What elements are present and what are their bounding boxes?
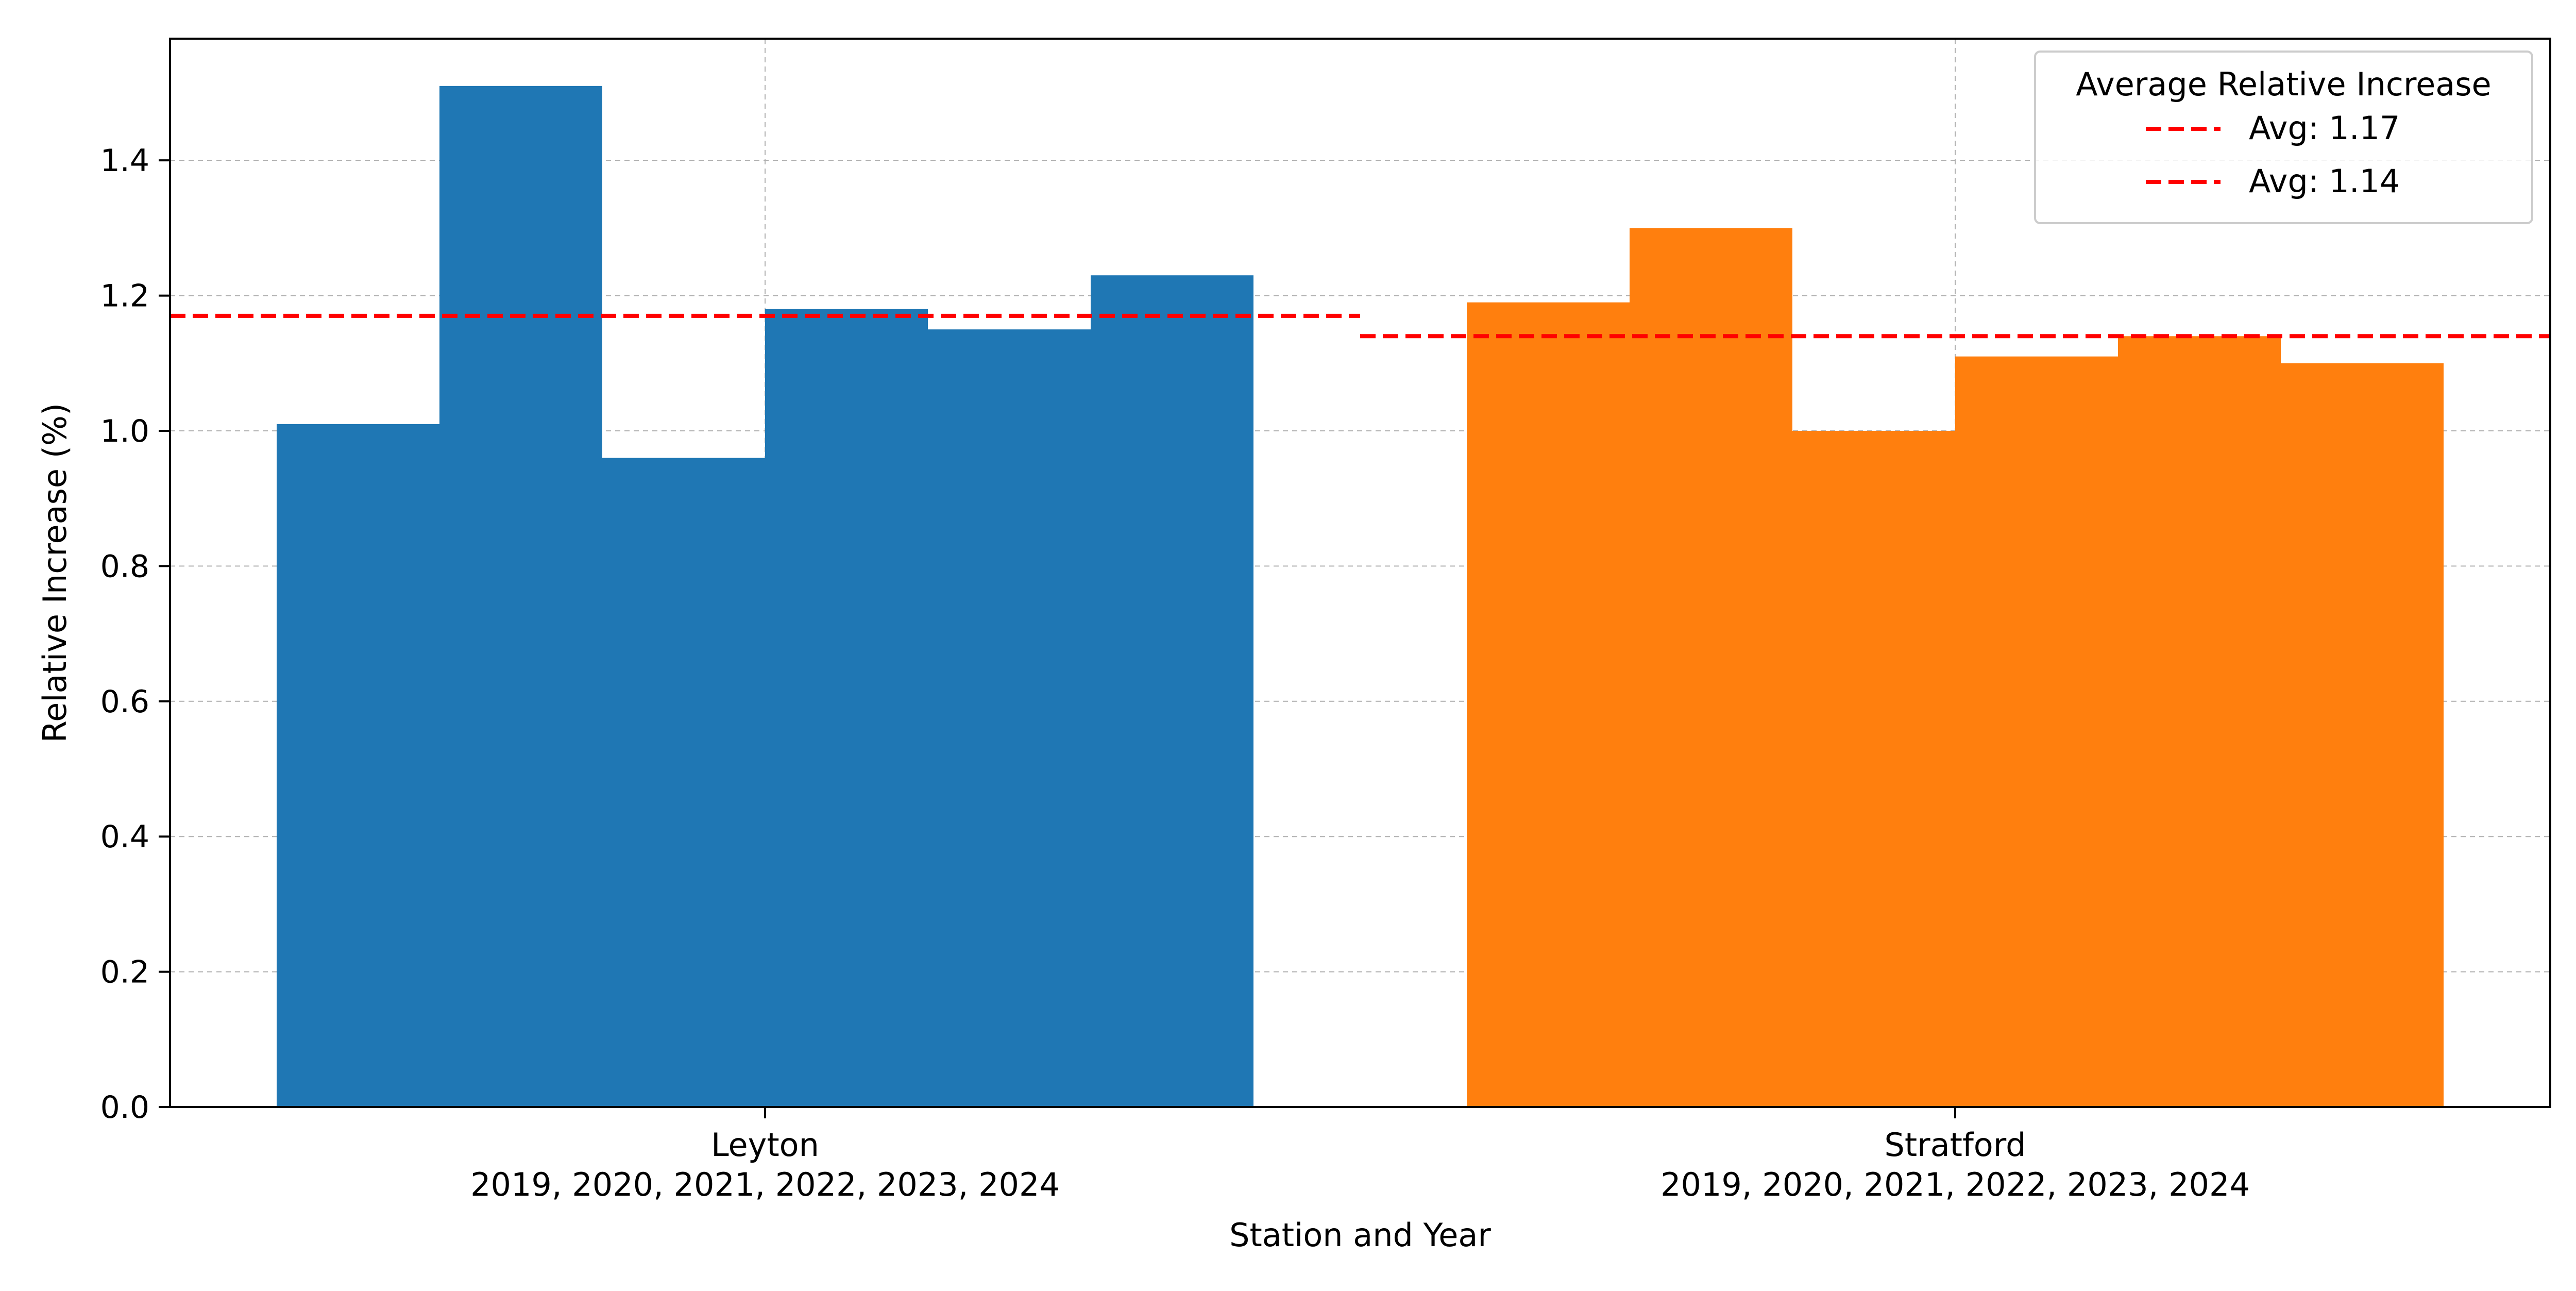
legend-entries: Avg: 1.17 Avg: 1.14 [2146, 109, 2400, 200]
bar-stratford-2020 [1630, 228, 1792, 1108]
x-tick-label-years: 2019, 2020, 2021, 2022, 2023, 2024 [470, 1166, 1060, 1203]
bar-stratford-2022 [1955, 356, 2118, 1108]
legend-entry-label: Avg: 1.14 [2249, 162, 2400, 200]
x-axis-label: Station and Year [1229, 1216, 1491, 1254]
bar-leyton-2024 [1091, 275, 1253, 1107]
bar-leyton-2022 [765, 309, 928, 1108]
y-axis-label: Relative Increase (%) [36, 403, 74, 743]
y-tick-label: 1.4 [100, 143, 149, 179]
x-tick-label-station: Leyton [711, 1126, 819, 1164]
bar-leyton-2019 [277, 424, 439, 1107]
y-tick-label: 0.2 [100, 954, 149, 991]
y-tick-label: 0.8 [100, 548, 149, 584]
bar-leyton-2020 [439, 86, 602, 1107]
legend: Average Relative Increase Avg: 1.17Avg: … [2034, 51, 2533, 224]
y-tick-label: 0.4 [100, 819, 149, 855]
bar-stratford-2024 [2281, 363, 2444, 1107]
x-tick-label-years: 2019, 2020, 2021, 2022, 2023, 2024 [1660, 1166, 2250, 1203]
bar-leyton-2021 [602, 458, 765, 1107]
bars-layer [277, 86, 2444, 1108]
legend-title: Average Relative Increase [2076, 65, 2491, 103]
legend-entry-label: Avg: 1.17 [2249, 109, 2400, 147]
bar-leyton-2023 [928, 329, 1091, 1107]
y-axis: 0.0 0.2 0.4 0.6 0.8 1.0 1.2 1.4 [100, 143, 170, 1126]
average-lines-layer [170, 313, 2550, 339]
y-tick-label: 1.0 [100, 413, 149, 449]
grid-layer [170, 39, 2550, 1107]
bar-stratford-2023 [2118, 336, 2281, 1107]
bar-stratford-2019 [1467, 302, 1630, 1107]
plot-frame [169, 38, 2551, 1108]
y-tick-label: 1.2 [100, 278, 149, 314]
y-tick-label: 0.6 [100, 684, 149, 720]
x-tick-label-station: Stratford [1885, 1126, 2026, 1164]
y-tick-label: 0.0 [100, 1089, 149, 1126]
bar-stratford-2021 [1792, 430, 1955, 1108]
